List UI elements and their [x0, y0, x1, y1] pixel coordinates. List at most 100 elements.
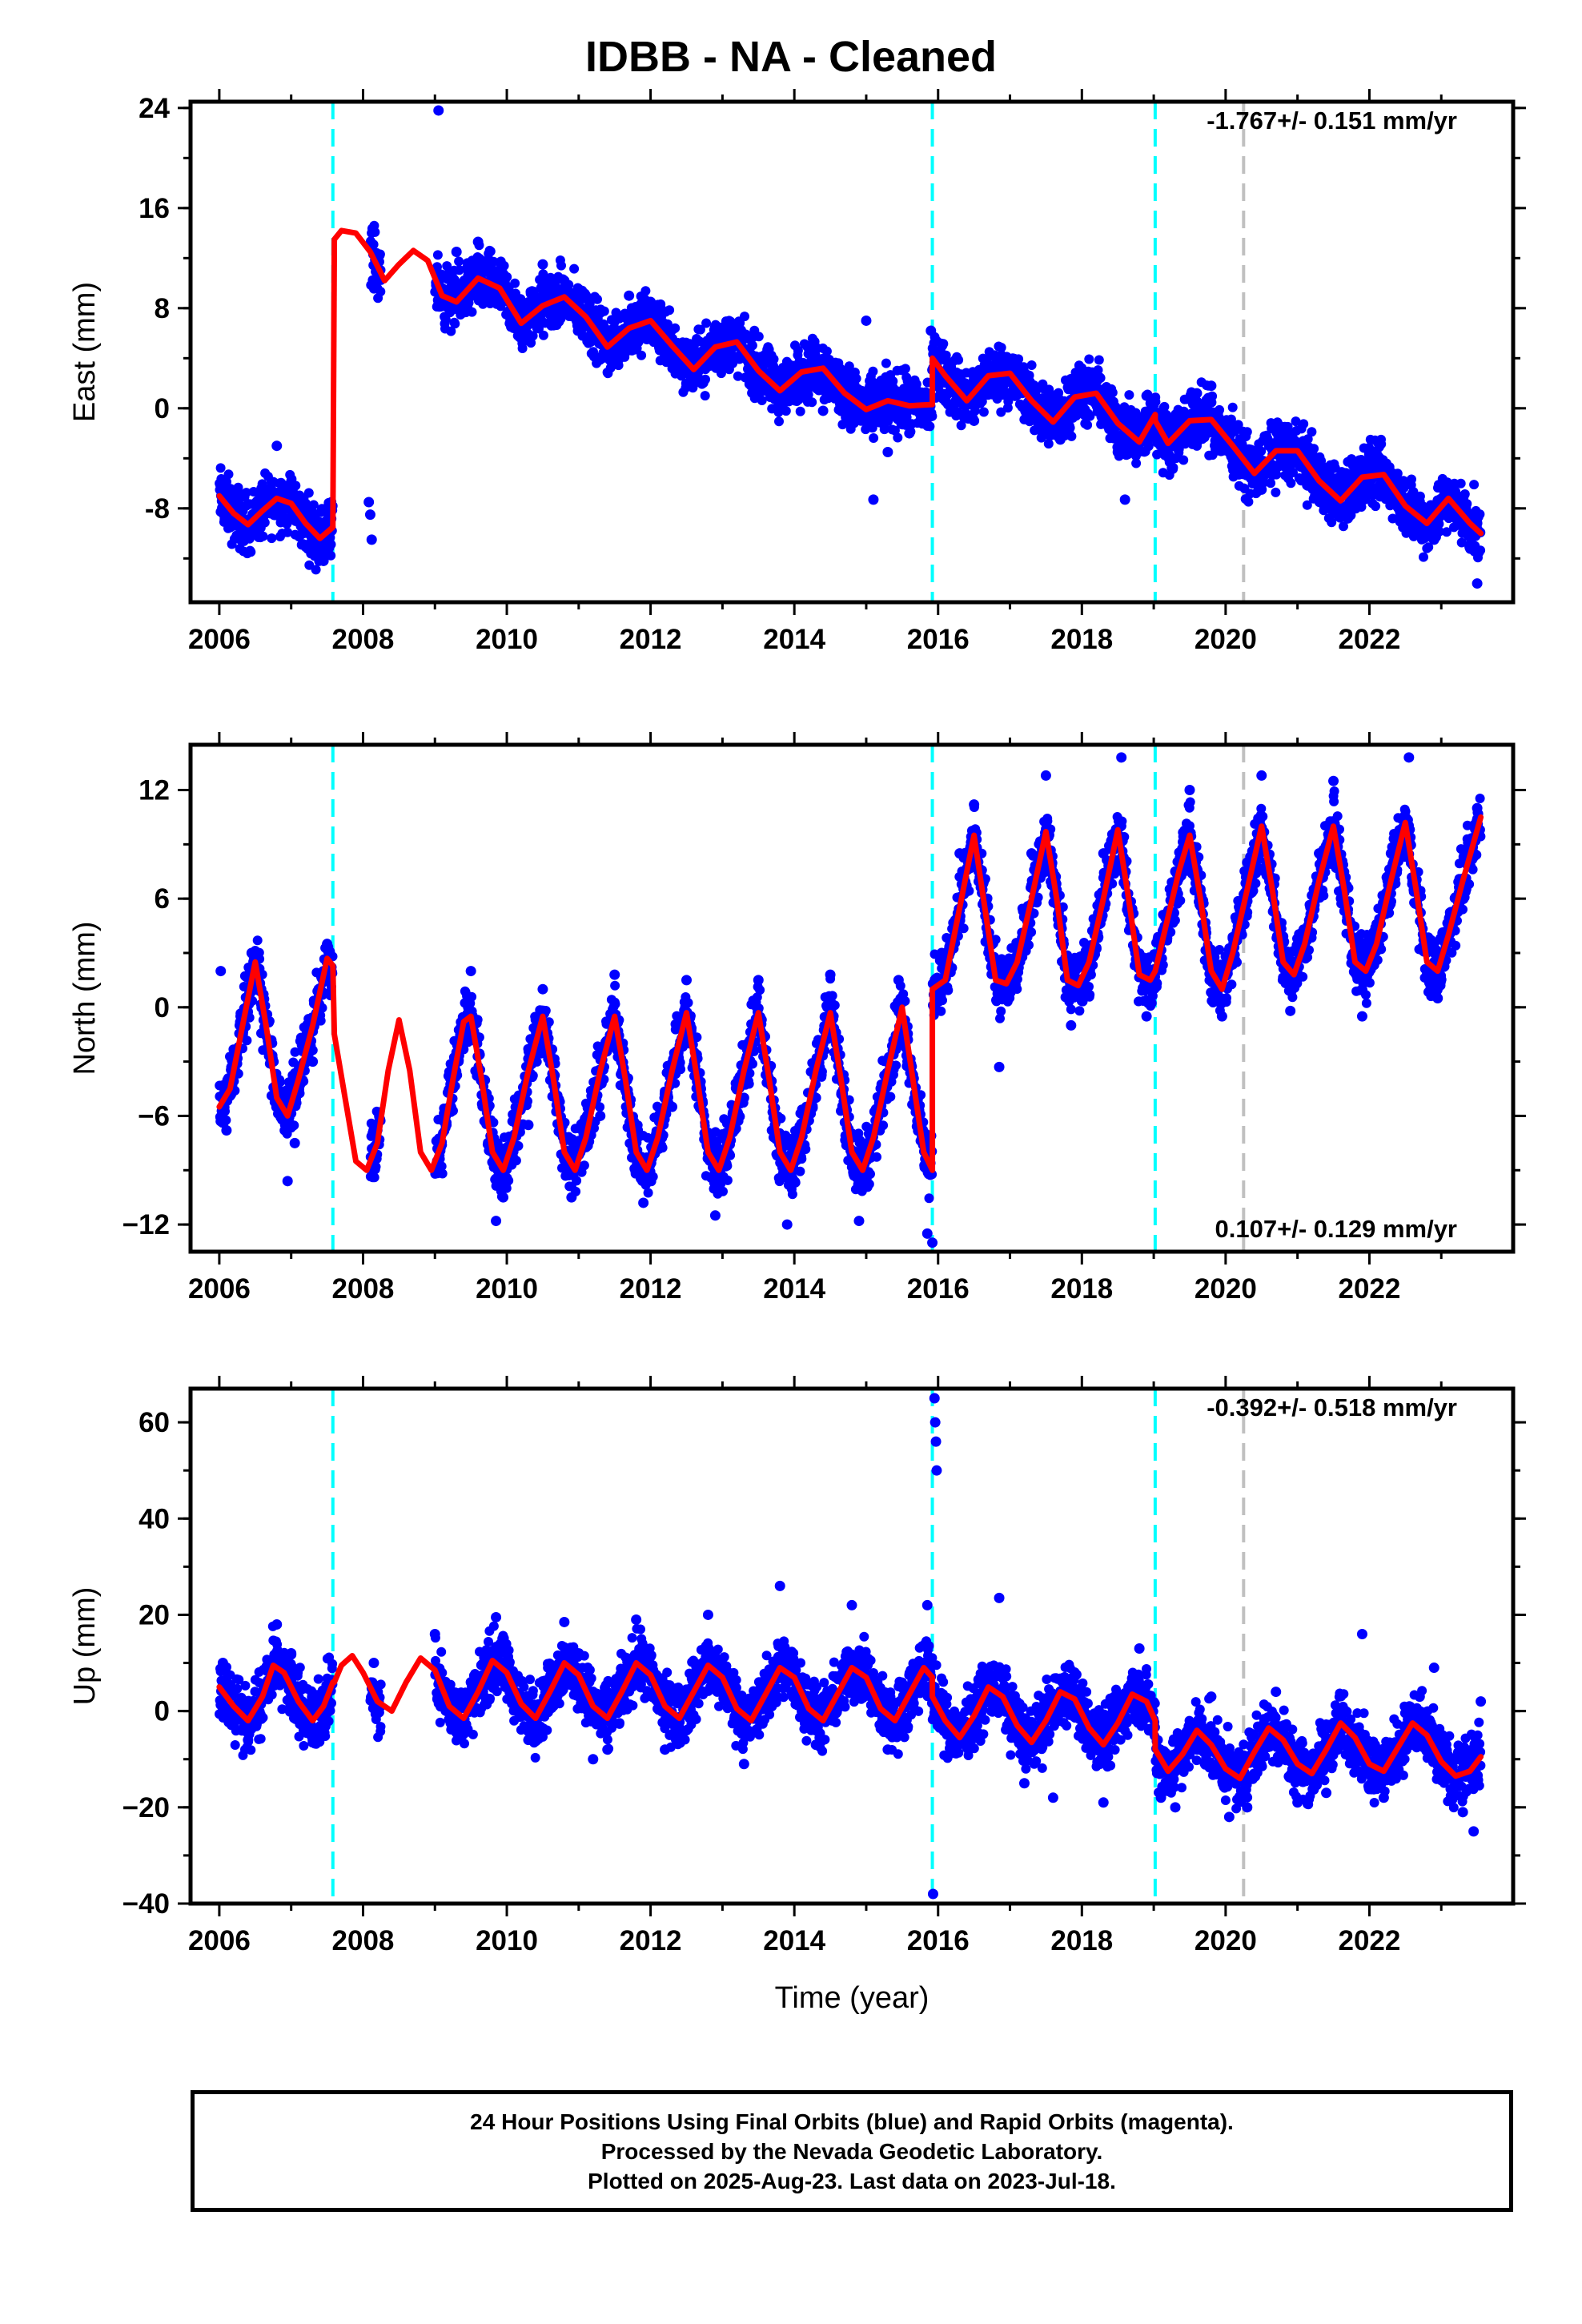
data-point [602, 347, 613, 357]
data-point [1098, 409, 1109, 420]
data-layer [215, 752, 1486, 1248]
data-point [926, 325, 937, 336]
data-point [283, 527, 293, 537]
data-point [259, 517, 270, 528]
data-point [217, 478, 228, 489]
data-point [1415, 491, 1425, 501]
data-point [1226, 414, 1236, 424]
data-point [807, 397, 817, 408]
data-point [451, 247, 462, 257]
data-point [1288, 468, 1298, 477]
data-point [774, 372, 785, 383]
data-point [595, 1102, 605, 1112]
data-point [716, 368, 726, 379]
data-point [1215, 404, 1225, 415]
panel-north: 2006 2008 2010 2012 2014 2016 2018 2020 20221260… [68, 732, 1526, 1305]
data-point [740, 312, 749, 322]
data-point [1271, 469, 1282, 480]
model-line [930, 355, 1158, 445]
data-point [900, 364, 910, 374]
data-point [1107, 388, 1118, 398]
data-point [504, 1176, 514, 1186]
data-point [774, 416, 784, 427]
y-tick-label: 16 [139, 193, 170, 224]
model-line [1152, 416, 1484, 537]
data-point [665, 305, 675, 316]
panel-frame [188, 99, 1516, 605]
data-point [494, 271, 505, 283]
data-point [224, 521, 235, 533]
data-point [851, 373, 861, 384]
data-point [538, 330, 548, 340]
data-point [517, 344, 528, 353]
data-point [246, 547, 256, 557]
data-point [307, 1045, 318, 1055]
data-point [220, 1106, 230, 1116]
data-point [1191, 388, 1203, 399]
data-point [516, 328, 527, 339]
data-point [258, 531, 268, 541]
data-point [1441, 527, 1452, 537]
data-point [368, 239, 379, 250]
data-point [1207, 391, 1218, 401]
x-tick-label: 2010 [476, 624, 538, 655]
data-point [753, 384, 764, 395]
data-point [817, 405, 829, 416]
data-point [1343, 513, 1353, 524]
x-tick-label: 2016 [907, 624, 970, 655]
data-point [510, 278, 520, 288]
data-point [239, 982, 249, 991]
data-point [1065, 423, 1075, 433]
data-point [1327, 517, 1337, 528]
data-point [1094, 355, 1104, 365]
data-point [793, 345, 803, 356]
data-point [1082, 420, 1093, 430]
data-point [610, 980, 620, 991]
data-point [803, 389, 813, 400]
data-point [1385, 468, 1396, 479]
data-point [1256, 446, 1267, 456]
data-point [375, 249, 385, 259]
data-point [242, 1035, 252, 1046]
data-point [1399, 476, 1408, 486]
data-point [235, 534, 247, 545]
data-layer [215, 105, 1486, 589]
data-point [990, 359, 1002, 370]
data-point [821, 346, 832, 356]
data-point [534, 324, 544, 334]
x-tick-label: 2018 [1050, 624, 1113, 655]
data-point [318, 555, 329, 566]
x-tick-label: 2006 [188, 624, 251, 655]
data-point [1299, 419, 1309, 429]
data-point [667, 355, 678, 366]
data-point [1271, 487, 1281, 497]
data-point [882, 447, 893, 457]
y-tick-label: -8 [145, 493, 170, 525]
data-point [559, 275, 570, 286]
data-point [700, 391, 710, 401]
data-point [1419, 552, 1428, 562]
data-point [954, 355, 964, 365]
data-point [433, 105, 444, 116]
data-point [1093, 365, 1103, 376]
data-point [454, 256, 464, 267]
data-point [1408, 487, 1419, 497]
model-line [331, 227, 936, 412]
data-point [1076, 372, 1087, 383]
data-point [252, 935, 263, 946]
data-point [996, 407, 1006, 417]
data-point [1141, 390, 1152, 401]
data-point [511, 1156, 521, 1166]
data-point [369, 1172, 379, 1183]
data-point [1014, 354, 1024, 364]
rate-annotation: -1.767+/- 0.151 mm/yr [1207, 107, 1457, 135]
data-point [881, 358, 891, 368]
data-point [1178, 455, 1189, 465]
data-point [1266, 478, 1276, 489]
data-point [977, 396, 987, 407]
data-point [569, 263, 580, 274]
data-point [1054, 434, 1066, 445]
data-point [1476, 545, 1486, 556]
data-point [472, 1015, 483, 1025]
